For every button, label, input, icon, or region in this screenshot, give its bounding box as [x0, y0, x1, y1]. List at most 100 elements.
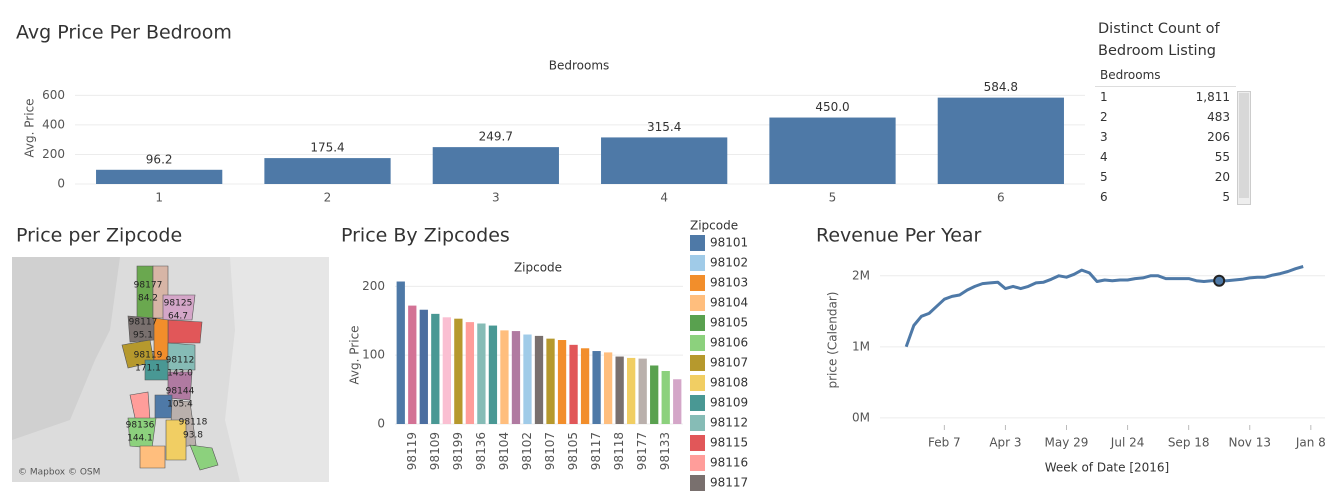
bar	[615, 356, 624, 424]
table-header: Bedrooms	[1095, 68, 1236, 87]
bar	[603, 352, 613, 424]
x-tick-label: 1	[155, 191, 163, 205]
x-tick-label: Jan 8	[1295, 436, 1326, 450]
land	[225, 257, 329, 482]
y-tick-label: 0	[57, 177, 65, 191]
x-tick-label: 98105	[566, 432, 580, 470]
x-tick-label: 98136	[474, 432, 488, 470]
x-tick-label: 98104	[497, 432, 511, 470]
table-cell: 1,811	[1195, 90, 1230, 104]
x-tick-label: 98109	[428, 432, 442, 470]
table-cell: 55	[1214, 150, 1230, 164]
y-tick-label: 100	[362, 348, 385, 362]
map-label: 98144	[166, 387, 195, 397]
y-tick-label: 1M	[852, 339, 870, 353]
table-cell: 1	[1100, 90, 1108, 104]
legend-label: 98116	[710, 456, 748, 470]
water	[12, 257, 120, 440]
legend-swatch	[690, 435, 705, 451]
legend-label: 98104	[710, 296, 748, 310]
line	[904, 265, 1304, 348]
bar	[546, 338, 555, 424]
legend-swatch	[690, 295, 705, 311]
x-axis-title: Zipcode	[514, 261, 562, 275]
x-tick-label: 98107	[543, 432, 557, 470]
x-axis-title: Week of Date [2016]	[1045, 461, 1169, 475]
chart-title: Avg Price Per Bedroom	[16, 22, 232, 44]
x-axis-title: Bedrooms	[549, 59, 610, 73]
legend-label: 98106	[710, 336, 748, 350]
x-tick-label: Nov 13	[1228, 436, 1271, 450]
scrollbar[interactable]	[1237, 91, 1251, 205]
table-cell: 3	[1100, 130, 1108, 144]
highlight-point	[1213, 274, 1226, 287]
legend-swatch	[690, 375, 705, 391]
table-cell: 206	[1207, 130, 1230, 144]
value-label: 249.7	[479, 130, 513, 144]
x-tick-label: Apr 3	[989, 436, 1021, 450]
x-tick-label: Jul 24	[1110, 436, 1145, 450]
bar	[500, 330, 509, 424]
map-label: 98136	[126, 421, 155, 431]
legend-swatch	[690, 355, 705, 371]
map-label: 98119	[134, 351, 163, 361]
bar	[432, 147, 559, 184]
legend-swatch	[690, 335, 705, 351]
bar	[769, 117, 896, 184]
y-tick-label: 2M	[852, 268, 870, 282]
legend-title: Zipcode	[690, 219, 738, 233]
x-tick-label: May 29	[1045, 436, 1089, 450]
legend-swatch	[690, 255, 705, 271]
region	[189, 444, 219, 471]
table-cell: 20	[1214, 170, 1230, 184]
value-label: 96.2	[146, 152, 173, 166]
x-tick-label: 6	[997, 191, 1005, 205]
map	[12, 257, 329, 482]
map-label: 143.0	[167, 369, 193, 379]
map-label: 95.1	[133, 331, 153, 341]
bar	[580, 348, 590, 424]
chart-title: Revenue Per Year	[816, 225, 982, 247]
bar	[477, 323, 486, 424]
legend-swatch	[690, 415, 705, 431]
map-label: 98177	[134, 281, 163, 291]
bar	[408, 305, 417, 424]
map-label: 64.7	[168, 312, 188, 322]
y-axis-title: Avg. Price	[348, 325, 362, 384]
region	[136, 265, 154, 319]
legend-label: 98101	[710, 236, 748, 250]
map-label: 98118	[179, 418, 208, 428]
legend-swatch	[690, 455, 705, 471]
map-title: Price per Zipcode	[16, 225, 182, 247]
bar	[569, 344, 578, 424]
x-tick-label: 98177	[635, 432, 649, 470]
legend-label: 98112	[710, 416, 748, 430]
x-tick-label: 98117	[589, 432, 603, 470]
legend-label: 98102	[710, 256, 748, 270]
legend-label: 98109	[710, 396, 748, 410]
bar	[638, 358, 647, 424]
x-tick-label: 98119	[405, 432, 419, 470]
region	[165, 419, 187, 461]
x-tick-label: 2	[324, 191, 332, 205]
table-row: 5 20	[1095, 167, 1235, 187]
bar	[627, 357, 636, 424]
region	[167, 371, 193, 401]
legend-label: 98105	[710, 316, 748, 330]
value-label: 315.4	[647, 120, 681, 134]
x-tick-label: 98199	[451, 432, 465, 470]
bar	[431, 313, 440, 424]
legend-label: 98115	[710, 436, 748, 450]
table-cell: 5	[1222, 190, 1230, 204]
bar	[673, 379, 682, 424]
bar	[96, 169, 223, 184]
x-tick-label: 3	[492, 191, 500, 205]
y-tick-label: 400	[42, 117, 65, 131]
x-tick-label: 4	[660, 191, 668, 205]
table-row: 3 206	[1095, 127, 1235, 147]
scroll-thumb[interactable]	[1239, 93, 1249, 198]
y-tick-label: 0	[377, 417, 385, 431]
map-label: 93.8	[183, 431, 203, 441]
value-label: 450.0	[815, 100, 849, 114]
